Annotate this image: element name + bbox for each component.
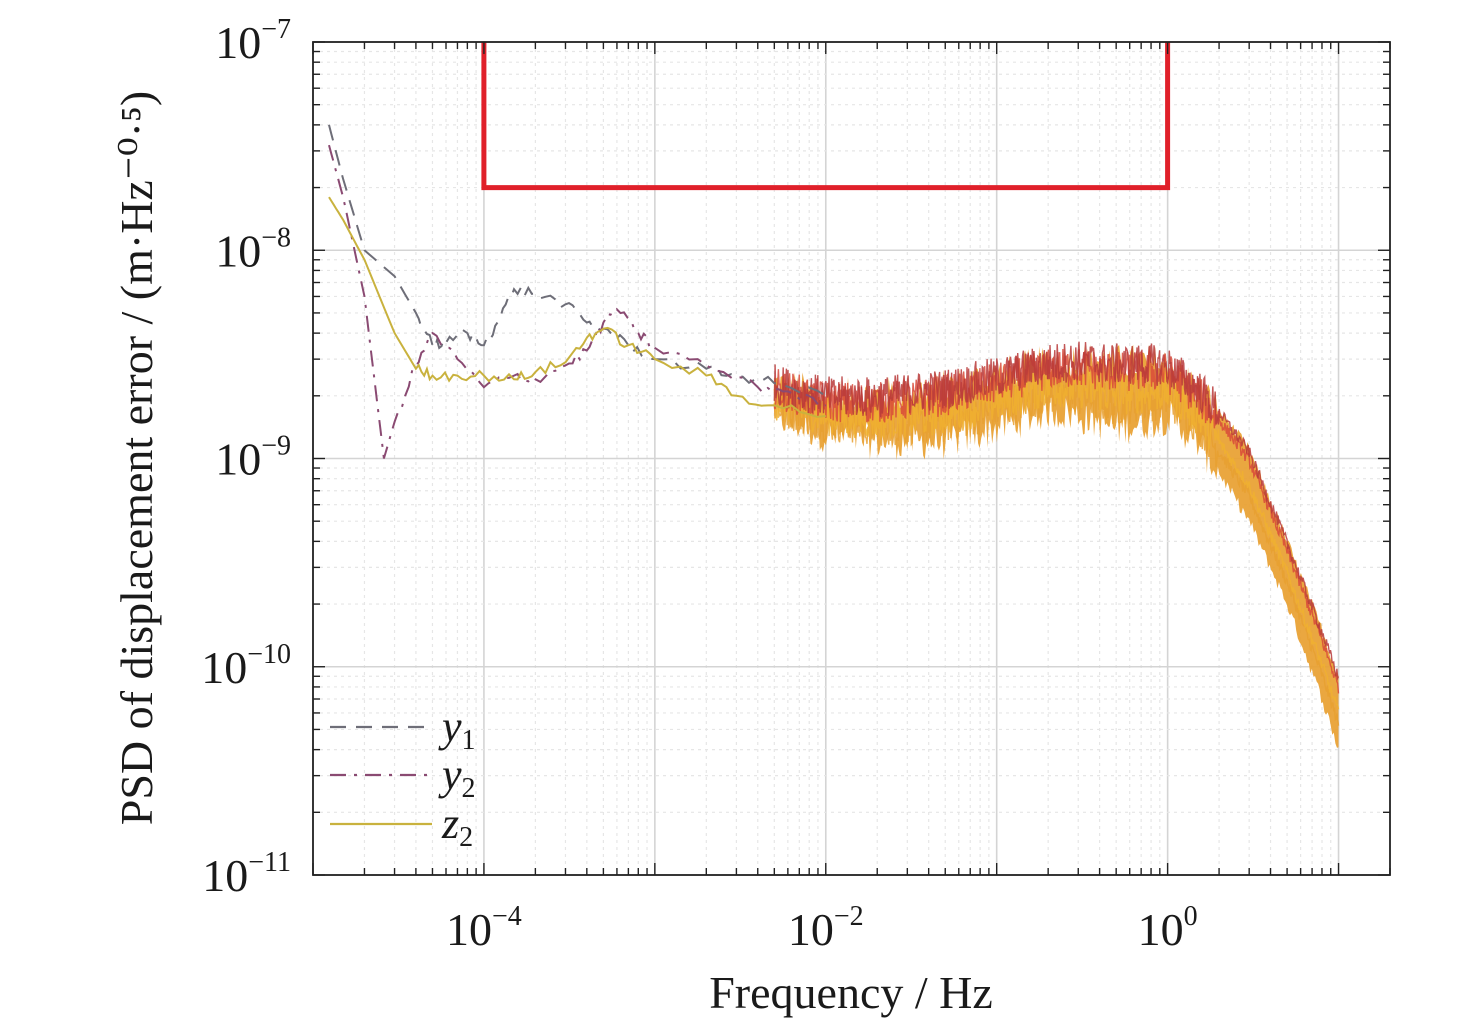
legend-label-base: y — [438, 702, 462, 751]
y-tick-exponent: −7 — [261, 14, 291, 45]
band-area — [774, 344, 1339, 748]
legend-label-y1: y1 — [438, 702, 476, 756]
x-tick-label: 10−4 — [446, 901, 522, 955]
y-tick-base: 10 — [215, 17, 261, 68]
x-tick-base: 10 — [788, 904, 834, 955]
x-tick-exponent: 0 — [1184, 901, 1198, 932]
y-tick-label: 10−9 — [215, 431, 291, 485]
y-tick-label: 10−10 — [201, 639, 291, 693]
y-tick-label: 10−8 — [215, 222, 291, 276]
legend-entry-y2: y2 — [330, 750, 476, 804]
legend-label-z2: z2 — [441, 799, 473, 853]
legend-entry-y1: y1 — [330, 702, 476, 756]
legend-label-subscript: 2 — [459, 822, 473, 853]
y-tick-label: 10−7 — [215, 14, 291, 68]
y-tick-base: 10 — [201, 642, 247, 693]
high-frequency-band — [773, 341, 1340, 748]
band-strand — [773, 367, 1340, 710]
series-line-z2 — [328, 196, 826, 418]
x-tick-exponent: −4 — [492, 901, 522, 932]
x-tick-exponent: −2 — [834, 901, 864, 932]
y-tick-exponent: −10 — [247, 639, 291, 670]
requirement-box — [481, 42, 1171, 191]
y-tick-exponent: −8 — [261, 222, 291, 253]
x-tick-label: 100 — [1138, 901, 1198, 955]
legend-label-subscript: 2 — [462, 773, 476, 804]
y-tick-label: 10−11 — [202, 847, 291, 901]
x-tick-base: 10 — [1138, 904, 1184, 955]
series-lines — [328, 124, 827, 459]
legend-entry-z2: z2 — [330, 799, 473, 853]
legend-label-base: z — [441, 799, 459, 848]
y-tick-base: 10 — [215, 225, 261, 276]
band-strand — [773, 341, 1340, 681]
y-tick-base: 10 — [215, 434, 261, 485]
legend-label-base: y — [438, 750, 462, 799]
series-line-y1 — [328, 124, 827, 397]
band-strand — [773, 372, 1340, 726]
x-tick-base: 10 — [446, 904, 492, 955]
x-tick-label: 10−2 — [788, 901, 864, 955]
y-tick-exponent: −9 — [261, 431, 291, 462]
legend-label-subscript: 1 — [462, 725, 476, 756]
y-tick-base: 10 — [202, 850, 248, 901]
x-axis-label: Frequency / Hz — [709, 967, 993, 1018]
plot-frame — [312, 41, 1391, 876]
y-axis-label: PSD of displacement error / (m·Hz⁻⁰·⁵) — [111, 91, 162, 826]
requirement-line — [481, 42, 1171, 191]
series-line-y2 — [328, 144, 826, 459]
x-axis-ticks: 10−4 10−2 100 — [446, 901, 1198, 955]
legend-label-y2: y2 — [438, 750, 476, 804]
y-tick-exponent: −11 — [248, 847, 291, 878]
